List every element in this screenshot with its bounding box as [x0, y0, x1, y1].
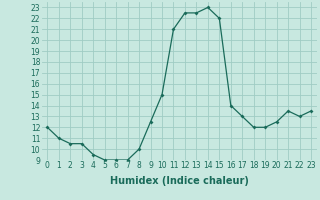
X-axis label: Humidex (Indice chaleur): Humidex (Indice chaleur) — [110, 176, 249, 186]
